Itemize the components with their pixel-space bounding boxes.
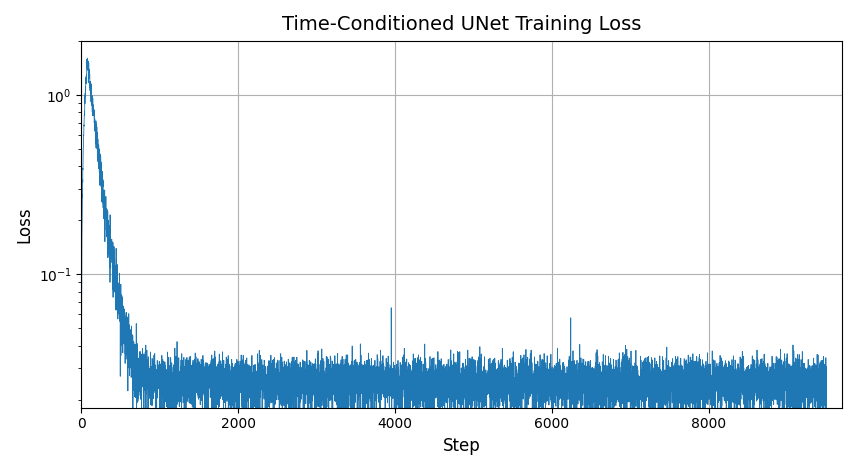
Title: Time-Conditioned UNet Training Loss: Time-Conditioned UNet Training Loss (282, 15, 641, 34)
X-axis label: Step: Step (443, 437, 481, 455)
Y-axis label: Loss: Loss (15, 206, 33, 243)
